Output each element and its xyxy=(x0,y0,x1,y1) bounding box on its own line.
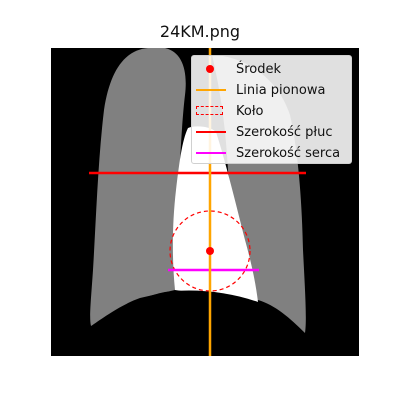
diaphragm-shadow xyxy=(92,290,308,356)
legend-item-heart-width: Szerokość serca xyxy=(192,143,353,163)
legend-label: Koło xyxy=(236,103,264,119)
legend-label: Środek xyxy=(236,61,282,77)
heart-circle xyxy=(169,210,251,292)
figure-title: 24KM.png xyxy=(159,22,241,41)
legend-item-vertical-line: Linia pionowa xyxy=(192,80,353,100)
dot-icon xyxy=(192,59,228,79)
center-point xyxy=(206,247,214,255)
orange-line-icon xyxy=(192,80,228,100)
magenta-line-icon xyxy=(192,143,228,163)
red-line-icon xyxy=(192,122,228,142)
legend-item-lung-width: Szerokość płuc xyxy=(192,122,353,142)
heart-region xyxy=(172,126,258,302)
legend: Środek Linia pionowa Koło Szerokość płuc… xyxy=(191,55,352,164)
legend-item-center: Środek xyxy=(192,59,353,79)
legend-label: Szerokość płuc xyxy=(236,124,333,140)
legend-label: Linia pionowa xyxy=(236,82,326,98)
legend-label: Szerokość serca xyxy=(236,145,341,161)
dashed-box-icon xyxy=(192,101,228,121)
left-lung xyxy=(90,48,186,326)
legend-item-circle: Koło xyxy=(192,101,353,121)
